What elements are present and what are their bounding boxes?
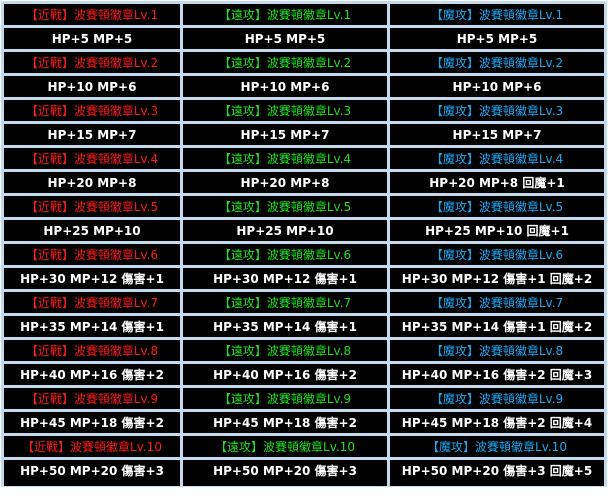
badge-stats-magic: HP+40 MP+16 傷害+2 回魔+3: [390, 364, 604, 385]
badge-name-melee: 【近戰】波賽頓徽章Lv.1: [4, 4, 180, 25]
badge-name-ranged: 【遠攻】波賽頓徽章Lv.1: [183, 4, 387, 25]
badge-stats-ranged: HP+45 MP+18 傷害+2: [183, 412, 387, 433]
badge-name-melee: 【近戰】波賽頓徽章Lv.3: [4, 100, 180, 121]
badge-name-melee: 【近戰】波賽頓徽章Lv.6: [4, 244, 180, 265]
badge-stats-row: HP+10 MP+6 HP+10 MP+6 HP+10 MP+6: [4, 76, 604, 97]
badge-name-ranged: 【遠攻】波賽頓徽章Lv.10: [183, 436, 387, 457]
badge-stats-magic: HP+15 MP+7: [390, 124, 604, 145]
badge-stats-magic: HP+25 MP+10 回魔+1: [390, 220, 604, 241]
badge-name-magic: 【魔攻】波賽頓徽章Lv.10: [390, 436, 604, 457]
badge-stats-row: HP+20 MP+8 HP+20 MP+8 HP+20 MP+8 回魔+1: [4, 172, 604, 193]
badge-stats-row: HP+30 MP+12 傷害+1 HP+30 MP+12 傷害+1 HP+30 MP…: [4, 268, 604, 289]
badge-stats-melee: HP+35 MP+14 傷害+1: [4, 316, 180, 337]
badge-stats-ranged: HP+40 MP+16 傷害+2: [183, 364, 387, 385]
badge-name-magic: 【魔攻】波賽頓徽章Lv.3: [390, 100, 604, 121]
badge-stats-row: HP+40 MP+16 傷害+2 HP+40 MP+16 傷害+2 HP+40 MP…: [4, 364, 604, 385]
badge-name-row: 【近戰】波賽頓徽章Lv.6 【遠攻】波賽頓徽章Lv.6 【魔攻】波賽頓徽章Lv.6: [4, 244, 604, 265]
badge-name-row: 【近戰】波賽頓徽章Lv.5 【遠攻】波賽頓徽章Lv.5 【魔攻】波賽頓徽章Lv.5: [4, 196, 604, 217]
badge-name-magic: 【魔攻】波賽頓徽章Lv.8: [390, 340, 604, 361]
badge-stats-magic: HP+35 MP+14 傷害+1 回魔+2: [390, 316, 604, 337]
badge-name-magic: 【魔攻】波賽頓徽章Lv.6: [390, 244, 604, 265]
badge-name-magic: 【魔攻】波賽頓徽章Lv.5: [390, 196, 604, 217]
badge-stats-magic: HP+30 MP+12 傷害+1 回魔+2: [390, 268, 604, 289]
badge-stats-ranged: HP+15 MP+7: [183, 124, 387, 145]
badge-stats-melee: HP+40 MP+16 傷害+2: [4, 364, 180, 385]
badge-stats-melee: HP+10 MP+6: [4, 76, 180, 97]
badge-name-melee: 【近戰】波賽頓徽章Lv.2: [4, 52, 180, 73]
badge-name-melee: 【近戰】波賽頓徽章Lv.8: [4, 340, 180, 361]
badge-name-ranged: 【遠攻】波賽頓徽章Lv.6: [183, 244, 387, 265]
badge-stats-row: HP+25 MP+10 HP+25 MP+10 HP+25 MP+10 回魔+1: [4, 220, 604, 241]
badge-name-ranged: 【遠攻】波賽頓徽章Lv.2: [183, 52, 387, 73]
badge-name-magic: 【魔攻】波賽頓徽章Lv.7: [390, 292, 604, 313]
badge-name-row: 【近戰】波賽頓徽章Lv.10 【遠攻】波賽頓徽章Lv.10 【魔攻】波賽頓徽章Lv.…: [4, 436, 604, 457]
badge-name-ranged: 【遠攻】波賽頓徽章Lv.5: [183, 196, 387, 217]
badge-name-row: 【近戰】波賽頓徽章Lv.8 【遠攻】波賽頓徽章Lv.8 【魔攻】波賽頓徽章Lv.8: [4, 340, 604, 361]
badge-stats-magic: HP+5 MP+5: [390, 28, 604, 49]
badge-name-ranged: 【遠攻】波賽頓徽章Lv.3: [183, 100, 387, 121]
badge-name-row: 【近戰】波賽頓徽章Lv.3 【遠攻】波賽頓徽章Lv.3 【魔攻】波賽頓徽章Lv.3: [4, 100, 604, 121]
badge-name-magic: 【魔攻】波賽頓徽章Lv.4: [390, 148, 604, 169]
badge-stats-ranged: HP+30 MP+12 傷害+1: [183, 268, 387, 289]
badge-stats-melee: HP+15 MP+7: [4, 124, 180, 145]
badge-name-melee: 【近戰】波賽頓徽章Lv.4: [4, 148, 180, 169]
badge-stats-row: HP+35 MP+14 傷害+1 HP+35 MP+14 傷害+1 HP+35 MP…: [4, 316, 604, 337]
badge-name-row: 【近戰】波賽頓徽章Lv.7 【遠攻】波賽頓徽章Lv.7 【魔攻】波賽頓徽章Lv.7: [4, 292, 604, 313]
badge-name-row: 【近戰】波賽頓徽章Lv.4 【遠攻】波賽頓徽章Lv.4 【魔攻】波賽頓徽章Lv.4: [4, 148, 604, 169]
badge-stats-row: HP+5 MP+5 HP+5 MP+5 HP+5 MP+5: [4, 28, 604, 49]
badge-stats-row: HP+50 MP+20 傷害+3 HP+50 MP+20 傷害+3 HP+50 MP…: [4, 460, 604, 486]
badge-name-melee: 【近戰】波賽頓徽章Lv.5: [4, 196, 180, 217]
badge-table-container: 【近戰】波賽頓徽章Lv.1 【遠攻】波賽頓徽章Lv.1 【魔攻】波賽頓徽章Lv.1 H…: [1, 1, 607, 487]
badge-stats-row: HP+15 MP+7 HP+15 MP+7 HP+15 MP+7: [4, 124, 604, 145]
badge-stats-melee: HP+45 MP+18 傷害+2: [4, 412, 180, 433]
badge-stats-melee: HP+50 MP+20 傷害+3: [4, 460, 180, 486]
badge-stats-melee: HP+30 MP+12 傷害+1: [4, 268, 180, 289]
badge-name-row: 【近戰】波賽頓徽章Lv.9 【遠攻】波賽頓徽章Lv.9 【魔攻】波賽頓徽章Lv.9: [4, 388, 604, 409]
badge-name-melee: 【近戰】波賽頓徽章Lv.9: [4, 388, 180, 409]
badge-stats-ranged: HP+25 MP+10: [183, 220, 387, 241]
badge-name-row: 【近戰】波賽頓徽章Lv.2 【遠攻】波賽頓徽章Lv.2 【魔攻】波賽頓徽章Lv.2: [4, 52, 604, 73]
badge-stats-melee: HP+5 MP+5: [4, 28, 180, 49]
badge-stats-ranged: HP+35 MP+14 傷害+1: [183, 316, 387, 337]
badge-stats-melee: HP+20 MP+8: [4, 172, 180, 193]
badge-stats-magic: HP+10 MP+6: [390, 76, 604, 97]
badge-name-ranged: 【遠攻】波賽頓徽章Lv.8: [183, 340, 387, 361]
badge-stats-melee: HP+25 MP+10: [4, 220, 180, 241]
badge-name-ranged: 【遠攻】波賽頓徽章Lv.4: [183, 148, 387, 169]
badge-stats-magic: HP+45 MP+18 傷害+2 回魔+4: [390, 412, 604, 433]
badge-name-magic: 【魔攻】波賽頓徽章Lv.1: [390, 4, 604, 25]
badge-stats-ranged: HP+50 MP+20 傷害+3: [183, 460, 387, 486]
badge-stats-ranged: HP+10 MP+6: [183, 76, 387, 97]
badge-stats-ranged: HP+20 MP+8: [183, 172, 387, 193]
badge-stats-magic: HP+20 MP+8 回魔+1: [390, 172, 604, 193]
badge-stats-magic: HP+50 MP+20 傷害+3 回魔+5: [390, 460, 604, 486]
badge-name-melee: 【近戰】波賽頓徽章Lv.10: [4, 436, 180, 457]
badge-name-ranged: 【遠攻】波賽頓徽章Lv.7: [183, 292, 387, 313]
badge-name-melee: 【近戰】波賽頓徽章Lv.7: [4, 292, 180, 313]
badge-name-row: 【近戰】波賽頓徽章Lv.1 【遠攻】波賽頓徽章Lv.1 【魔攻】波賽頓徽章Lv.1: [4, 4, 604, 25]
badge-name-magic: 【魔攻】波賽頓徽章Lv.9: [390, 388, 604, 409]
badge-stats-ranged: HP+5 MP+5: [183, 28, 387, 49]
badge-name-ranged: 【遠攻】波賽頓徽章Lv.9: [183, 388, 387, 409]
badge-name-magic: 【魔攻】波賽頓徽章Lv.2: [390, 52, 604, 73]
badge-stats-row: HP+45 MP+18 傷害+2 HP+45 MP+18 傷害+2 HP+45 MP…: [4, 412, 604, 433]
